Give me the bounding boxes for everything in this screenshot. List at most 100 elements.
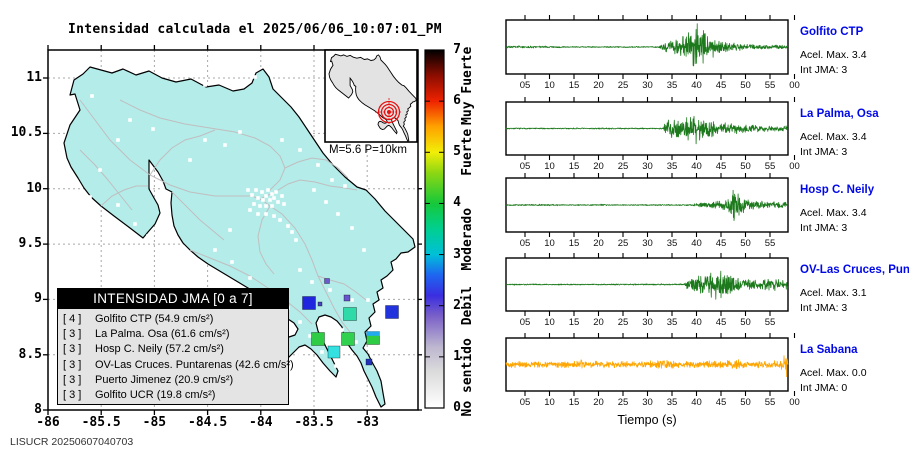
map-y-tick-label: 11	[26, 70, 42, 85]
station-dot	[362, 248, 366, 252]
road-line	[100, 185, 148, 207]
int-jma-label: Int JMA: 0	[800, 382, 848, 394]
trace-x-tick-label: 15	[568, 80, 580, 91]
station-dot	[238, 130, 242, 134]
legend-entry: [ 4 ] Golfito CTP (54.9 cm/s²)	[63, 312, 284, 327]
trace-x-tick-label: 25	[617, 317, 629, 328]
station-dot	[334, 364, 338, 368]
station-dot	[320, 350, 324, 354]
station-dot	[258, 204, 262, 208]
legend-entry-intensity: [ 3 ]	[63, 343, 82, 356]
station-name: Hosp C. Neily	[800, 184, 875, 196]
intensity-marker	[343, 307, 357, 321]
map-x-tick-label: -84.5	[188, 415, 228, 430]
map-x-tick-label: -85.5	[81, 415, 121, 430]
trace-x-tick-label: 00	[789, 397, 800, 408]
station-dot	[253, 75, 257, 79]
legend-entry-intensity: [ 3 ]	[63, 373, 82, 386]
colorbar-tick-label: 2	[453, 297, 461, 313]
station-dot	[366, 298, 370, 302]
station-dot	[340, 328, 344, 332]
acel-max-label: Acel. Max. 3.4	[800, 49, 867, 61]
int-jma-label: Int JMA: 3	[800, 64, 848, 76]
station-dot	[298, 148, 302, 152]
legend-entry-intensity: [ 4 ]	[63, 313, 82, 325]
station-dot	[230, 260, 234, 264]
trace-x-tick-label: 20	[593, 397, 604, 408]
station-name: Golfito CTP	[800, 26, 864, 38]
station-dot	[254, 188, 258, 192]
station-dot	[310, 280, 314, 284]
station-dot	[264, 204, 268, 208]
acel-max-label: Acel. Max. 3.4	[800, 131, 867, 143]
road-line	[171, 191, 225, 241]
colorbar-tick-label: 4	[453, 195, 461, 211]
station-dot	[116, 138, 120, 142]
trace-x-tick-label: 10	[544, 238, 555, 249]
trace-x-tick-label: 50	[740, 397, 751, 408]
intensity-legend: INTENSIDAD JMA [0 a 7] [ 4 ] Golfito CTP …	[57, 288, 294, 405]
station-dot	[272, 196, 276, 200]
legend-entry: [ 3 ] OV-Las Cruces. Puntarenas (42.6 cm/…	[63, 358, 294, 373]
station-dot	[264, 194, 268, 198]
trace-x-tick-label: 25	[617, 397, 629, 408]
station-name: La Palma, Osa	[800, 108, 879, 120]
station-dot	[282, 202, 286, 206]
trace-x-tick-label: 45	[715, 317, 727, 328]
trace-x-tick-label: 20	[593, 80, 604, 91]
trace-x-tick-label: 20	[593, 317, 604, 328]
trace-x-tick-label: 35	[666, 80, 678, 91]
trace-x-tick-label: 45	[715, 238, 727, 249]
station-dot	[246, 188, 250, 192]
station-dot	[276, 200, 280, 204]
station-dot	[223, 143, 227, 147]
map-y-tick-label: 8	[34, 402, 42, 417]
road-line	[284, 157, 349, 179]
road-line	[119, 99, 286, 191]
station-dot	[250, 193, 254, 197]
trace-x-tick-label: 00	[789, 161, 800, 172]
trace-x-tick-label: 20	[593, 161, 604, 172]
costa-rica-landmass	[63, 66, 416, 408]
colorbar-category-label: No sentido	[460, 338, 475, 416]
station-dot	[270, 192, 274, 196]
station-dot	[350, 298, 354, 302]
legend-entry-station: Hosp C. Neily (57.2 cm/s²)	[95, 343, 224, 356]
map-y-tick-label: 10	[26, 180, 42, 196]
intensity-marker-stripe	[366, 331, 380, 336]
trace-x-tick-label: 20	[593, 238, 604, 249]
trace-x-tick-label: 30	[642, 238, 653, 249]
trace-x-tick-label: 35	[666, 238, 678, 249]
station-dot	[280, 138, 284, 142]
trace-x-tick-label: 50	[740, 80, 751, 91]
epicenter-icon	[387, 110, 391, 114]
station-dot	[270, 204, 274, 208]
trace-x-tick-label: 15	[568, 397, 580, 408]
colorbar-tick-label: 6	[453, 93, 461, 109]
trace-x-tick-label: 55	[764, 397, 776, 408]
legend-entries: [ 4 ] Golfito CTP (54.9 cm/s²) [ 3 ] La Pal…	[58, 309, 294, 403]
trace-waveform	[505, 189, 789, 222]
int-jma-label: Int JMA: 3	[800, 146, 848, 158]
legend-entry: [ 3 ] Puerto Jimenez (20.9 cm/s²)	[63, 373, 284, 388]
inset-caption: M=5.6 P=10km	[329, 144, 407, 156]
trace-x-tick-label: 50	[740, 238, 751, 249]
trace-x-tick-label: 30	[642, 80, 653, 91]
station-dot	[256, 196, 260, 200]
legend-entry-intensity: [ 3 ]	[63, 328, 82, 341]
station-dot	[343, 184, 347, 188]
road-line	[79, 99, 252, 197]
map-x-tick-label: -86	[36, 415, 60, 430]
trace-x-tick-label: 30	[642, 397, 653, 408]
station-dot	[298, 268, 302, 272]
map-y-tick-label: 8.5	[18, 346, 42, 362]
trace-x-tick-label: 40	[691, 80, 702, 91]
trace-x-tick-label: 55	[764, 161, 776, 172]
station-dot	[298, 320, 302, 324]
intensity-marker	[317, 301, 323, 307]
map-y-tick-label: 9.5	[18, 236, 42, 252]
legend-entry-intensity: [ 3 ]	[63, 358, 82, 371]
station-dot	[203, 138, 207, 142]
